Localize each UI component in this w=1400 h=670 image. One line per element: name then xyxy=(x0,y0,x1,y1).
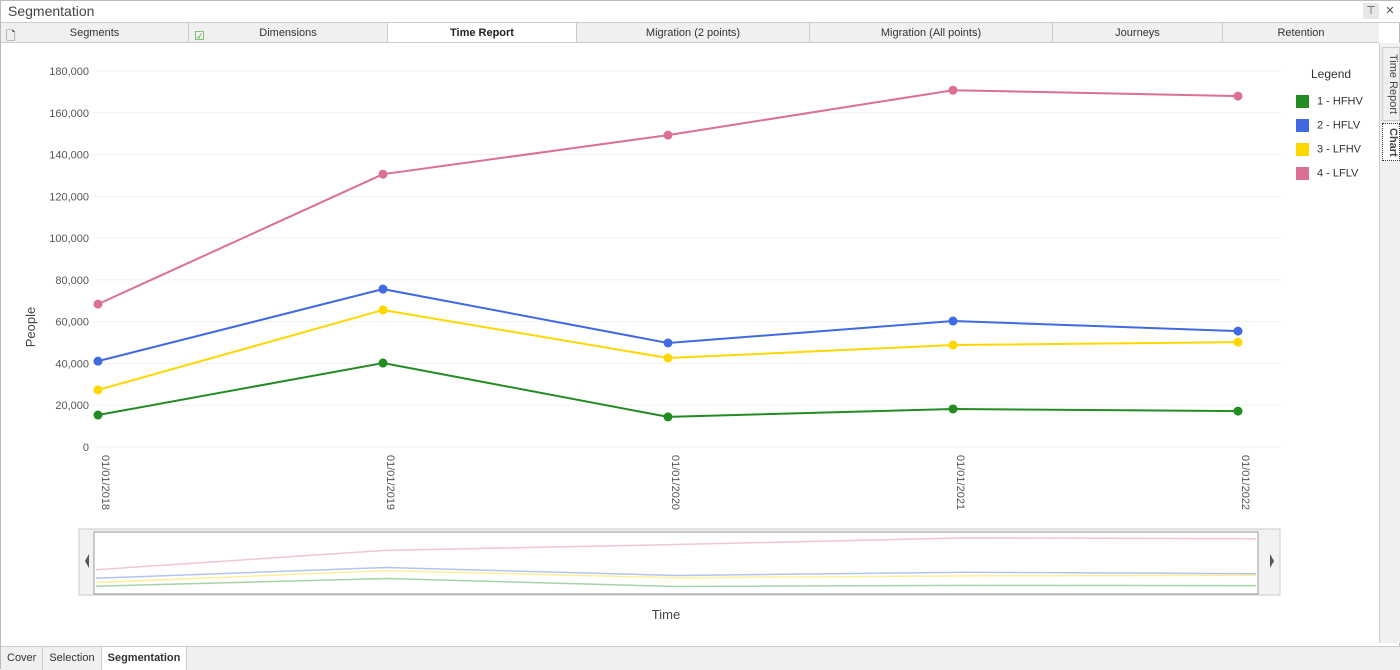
tab-journeys[interactable]: Journeys xyxy=(1053,23,1223,42)
x-tick-label: 01/01/2018 xyxy=(99,455,111,510)
y-tick-label: 140,000 xyxy=(49,150,89,162)
side-tab-time-report[interactable]: Time Report xyxy=(1382,47,1400,121)
window-titlebar: Segmentation ⊤ ✕ xyxy=(1,1,1400,23)
data-point[interactable] xyxy=(1233,326,1243,336)
y-tick-label: 40,000 xyxy=(55,358,89,370)
data-point[interactable] xyxy=(93,299,103,309)
y-tick-label: 60,000 xyxy=(55,317,89,329)
tab-label: Dimensions xyxy=(259,27,317,39)
navigator-series-line xyxy=(95,537,1257,571)
y-tick-label: 100,000 xyxy=(49,233,89,245)
data-point[interactable] xyxy=(663,338,673,348)
data-point[interactable] xyxy=(948,316,958,326)
series-line xyxy=(97,362,1239,418)
tab-segments[interactable]: 🗋 Segments xyxy=(1,23,189,43)
bottom-tab-segmentation[interactable]: Segmentation xyxy=(101,647,188,670)
navigator-series-line xyxy=(95,569,1257,584)
legend-swatch xyxy=(1296,119,1309,132)
legend-item[interactable]: 4 - LFLV xyxy=(1296,167,1358,180)
y-tick-label: 160,000 xyxy=(49,108,89,120)
series-line xyxy=(97,288,1239,363)
window-title: Segmentation xyxy=(8,3,95,19)
side-tab-chart[interactable]: Chart xyxy=(1382,123,1400,161)
data-point[interactable] xyxy=(93,410,103,420)
legend-label: 1 - HFHV xyxy=(1317,95,1363,108)
data-point[interactable] xyxy=(93,385,103,395)
navigator-series-line xyxy=(95,577,1257,588)
data-point[interactable] xyxy=(1233,337,1243,347)
y-axis-label: People xyxy=(23,307,38,347)
bottom-tab-selection[interactable]: Selection xyxy=(43,647,102,670)
data-point[interactable] xyxy=(378,358,388,368)
data-point[interactable] xyxy=(378,284,388,294)
data-point[interactable] xyxy=(93,356,103,366)
x-tick-label: 01/01/2019 xyxy=(384,455,396,510)
legend-swatch xyxy=(1296,167,1309,180)
tab-migration-all-points[interactable]: Migration (All points) xyxy=(810,23,1053,42)
navigator-series-line xyxy=(95,566,1257,579)
data-point[interactable] xyxy=(378,169,388,179)
navigator-left-arrow-icon[interactable] xyxy=(85,554,89,568)
y-tick-label: 180,000 xyxy=(49,66,89,78)
bottom-tab-bar: Cover Selection Segmentation xyxy=(1,646,1400,670)
x-axis-label: Time xyxy=(652,607,680,622)
legend-label: 2 - HFLV xyxy=(1317,119,1361,132)
series-line xyxy=(97,89,1239,306)
data-point[interactable] xyxy=(663,412,673,422)
legend-swatch xyxy=(1296,143,1309,156)
legend-title: Legend xyxy=(1311,67,1352,81)
tab-label: Retention xyxy=(1277,27,1325,39)
checkbox-icon: ☑ xyxy=(194,29,205,43)
tab-dimensions[interactable]: ☑ Dimensions xyxy=(189,23,388,43)
data-point[interactable] xyxy=(1233,406,1243,416)
y-tick-label: 120,000 xyxy=(49,191,89,203)
tab-label: Migration (2 points) xyxy=(645,27,741,39)
legend-item[interactable]: 2 - HFLV xyxy=(1296,119,1360,132)
data-point[interactable] xyxy=(378,305,388,315)
document-icon: 🗋 xyxy=(6,29,16,43)
bottom-tab-cover[interactable]: Cover xyxy=(1,647,44,670)
data-point[interactable] xyxy=(948,340,958,350)
legend-label: 4 - LFLV xyxy=(1317,167,1359,180)
tab-label: Journeys xyxy=(1115,27,1160,39)
x-tick-label: 01/01/2020 xyxy=(669,455,681,510)
tab-migration-2-points[interactable]: Migration (2 points) xyxy=(577,23,810,42)
data-point[interactable] xyxy=(948,404,958,414)
data-point[interactable] xyxy=(948,85,958,95)
x-tick-label: 01/01/2022 xyxy=(1239,455,1251,510)
y-tick-label: 0 xyxy=(83,442,89,454)
tab-time-report[interactable]: Time Report xyxy=(388,23,577,42)
line-chart: 0 20,000 40,000 60,000 80,000 100,000 120,000 1… xyxy=(23,66,1281,622)
legend-item[interactable]: 1 - HFHV xyxy=(1296,95,1363,108)
data-point[interactable] xyxy=(663,353,673,363)
data-point[interactable] xyxy=(1233,91,1243,101)
pin-icon[interactable]: ⊤ xyxy=(1363,3,1379,19)
x-tick-label: 01/01/2021 xyxy=(954,455,966,510)
close-icon[interactable]: ✕ xyxy=(1385,5,1395,17)
legend-label: 3 - LFHV xyxy=(1317,143,1362,156)
tab-label: Time Report xyxy=(450,27,514,39)
legend-swatch xyxy=(1296,95,1309,108)
tab-label: Segments xyxy=(69,27,120,39)
tab-bar: 🗋 Segments ☑ Dimensions Time Report Migrat… xyxy=(1,23,1379,43)
side-tab-bar: Time Report Chart xyxy=(1379,43,1400,643)
legend-item[interactable]: 3 - LFHV xyxy=(1296,143,1361,156)
y-tick-label: 80,000 xyxy=(55,275,89,287)
tab-label: Migration (All points) xyxy=(880,27,982,39)
data-point[interactable] xyxy=(663,130,673,140)
navigator-window[interactable] xyxy=(93,531,1259,595)
tab-retention[interactable]: Retention xyxy=(1223,23,1379,42)
navigator-right-arrow-icon[interactable] xyxy=(1270,554,1274,568)
y-tick-label: 20,000 xyxy=(55,400,89,412)
